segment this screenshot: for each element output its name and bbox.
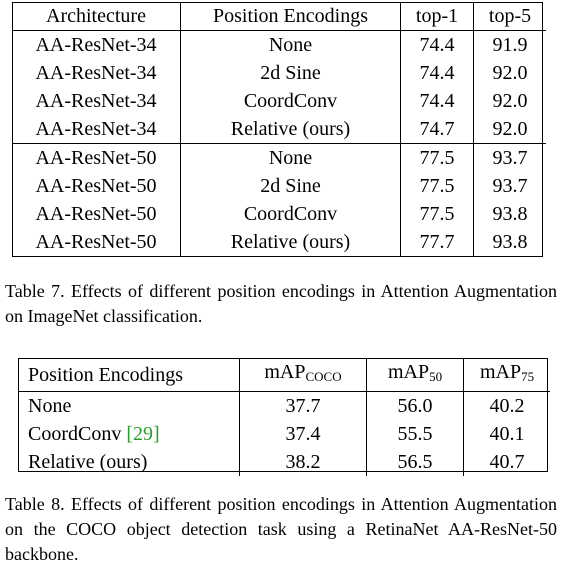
table-cell: 93.7 [473, 172, 546, 200]
row-label: CoordConv [28, 423, 122, 445]
table-cell: 40.7 [463, 448, 550, 476]
table-8: Position Encodings mAPCOCO mAP50 mAP75 N… [18, 358, 550, 476]
table-header-row: Position Encodings mAPCOCO mAP50 mAP75 [18, 358, 550, 392]
table-cell: 74.4 [400, 59, 474, 87]
table-cell: 40.1 [463, 420, 550, 448]
column-header: top-1 [400, 2, 474, 31]
metric-label: mAP [264, 361, 306, 383]
column-header: Position Encodings [28, 363, 184, 386]
table-row: AA-ResNet-50 None 77.5 93.7 [12, 143, 546, 172]
table-cell: 77.7 [400, 228, 474, 256]
table-7: Architecture Position Encodings top-1 to… [12, 2, 546, 256]
table-row: AA-ResNet-50 CoordConv 77.5 93.8 [12, 200, 546, 228]
table-cell: Relative (ours) [180, 115, 401, 144]
table-cell: AA-ResNet-50 [35, 231, 157, 253]
column-header: top-5 [473, 2, 546, 31]
table-row: AA-ResNet-34 CoordConv 74.4 92.0 [12, 87, 546, 115]
table-cell: AA-ResNet-50 [35, 203, 157, 225]
table-cell: None [28, 395, 72, 417]
table-cell: 40.2 [463, 391, 550, 420]
table-cell: Relative (ours) [28, 451, 148, 473]
table-8-caption: Table 8. Effects of different position e… [5, 494, 557, 564]
table-row: None 37.7 56.0 40.2 [18, 391, 550, 420]
citation-number: 29 [133, 423, 154, 445]
table-cell: 2d Sine [180, 59, 401, 87]
table-7-caption: Table 7. Effects of different position e… [5, 281, 557, 326]
table-cell: AA-ResNet-34 [35, 118, 157, 140]
column-header: mAP75 [463, 358, 550, 392]
table-cell: AA-ResNet-34 [35, 90, 157, 112]
table-cell: CoordConv [29] [18, 420, 240, 448]
table-row: CoordConv [29] 37.4 55.5 40.1 [18, 420, 550, 448]
table-row: AA-ResNet-34 Relative (ours) 74.7 92.0 [12, 115, 546, 144]
column-header: mAPCOCO [239, 358, 367, 392]
column-header: Position Encodings [180, 2, 401, 31]
citation-link[interactable]: [29] [126, 423, 160, 445]
table-cell: 77.5 [400, 200, 474, 228]
table-cell: 74.4 [400, 87, 474, 115]
table-row: Relative (ours) 38.2 56.5 40.7 [18, 448, 550, 476]
metric-subscript: COCO [305, 369, 342, 384]
table-row: AA-ResNet-34 2d Sine 74.4 92.0 [12, 59, 546, 87]
column-header: Architecture [46, 5, 146, 27]
table-cell: 2d Sine [180, 172, 401, 200]
table-cell: 92.0 [473, 59, 546, 87]
table-cell: CoordConv [180, 87, 401, 115]
column-header: mAP50 [366, 358, 464, 392]
table-cell: AA-ResNet-34 [35, 62, 157, 84]
table-cell: CoordConv [180, 200, 401, 228]
table-cell: 56.5 [366, 448, 464, 476]
table-header-row: Architecture Position Encodings top-1 to… [12, 2, 546, 31]
table-cell: 77.5 [400, 143, 474, 172]
table-cell: AA-ResNet-50 [35, 147, 157, 169]
table-cell: 55.5 [366, 420, 464, 448]
table-cell: 74.7 [400, 115, 474, 144]
table-cell: 93.8 [473, 228, 546, 256]
table-cell: Relative (ours) [180, 228, 401, 256]
table-cell: 77.5 [400, 172, 474, 200]
table-cell: 38.2 [239, 448, 367, 476]
metric-label: mAP [387, 361, 430, 383]
table-cell: 56.0 [366, 391, 464, 420]
table-row: AA-ResNet-50 2d Sine 77.5 93.7 [12, 172, 546, 200]
table-cell: 93.8 [473, 200, 546, 228]
metric-label: mAP [479, 361, 522, 383]
table-cell: AA-ResNet-50 [35, 175, 157, 197]
table-cell: None [180, 30, 401, 59]
metric-subscript: 50 [429, 369, 443, 384]
metric-subscript: 75 [521, 369, 535, 384]
table-cell: None [180, 143, 401, 172]
table-cell: AA-ResNet-34 [35, 34, 157, 56]
table-cell: 92.0 [473, 115, 546, 144]
table-cell: 91.9 [473, 30, 546, 59]
table-cell: 93.7 [473, 143, 546, 172]
table-cell: 92.0 [473, 87, 546, 115]
table-cell: 37.4 [239, 420, 367, 448]
table-cell: 37.7 [239, 391, 367, 420]
table-cell: 74.4 [400, 30, 474, 59]
table-row: AA-ResNet-50 Relative (ours) 77.7 93.8 [12, 228, 546, 256]
table-row: AA-ResNet-34 None 74.4 91.9 [12, 30, 546, 59]
